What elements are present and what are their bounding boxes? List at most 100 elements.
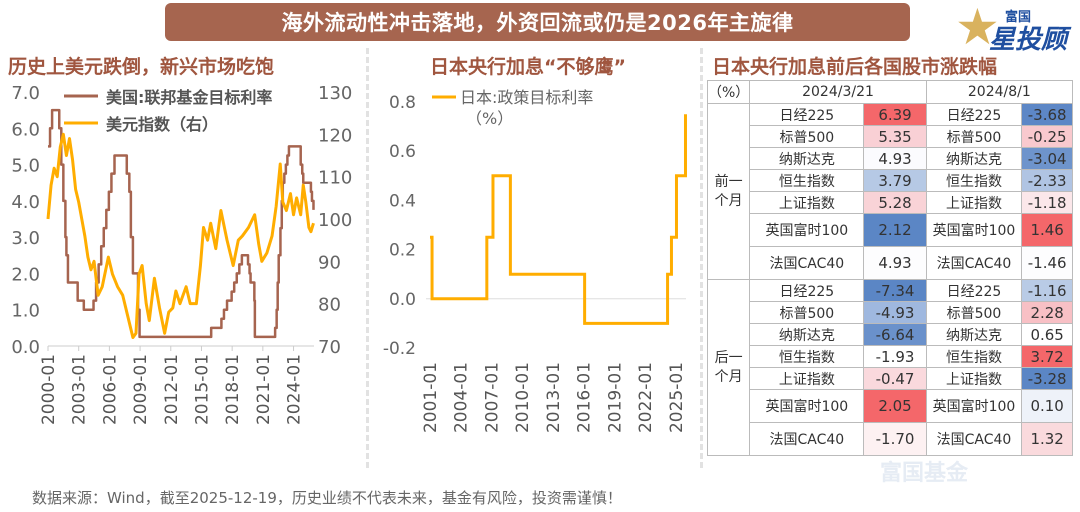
index-name: 日经225 (749, 279, 865, 302)
fed-rate-dxy-chart: 0.0 1.0 2.0 3.0 4.0 5.0 6.0 7.0 70 80 90 100 110 120 1… (11, 83, 352, 425)
y2-tick-label: 110 (318, 168, 352, 189)
index-change: -3.04 (1021, 147, 1073, 170)
index-name: 法国CAC40 (925, 246, 1023, 280)
boj-rate-chart: -0.2 0.0 0.2 0.4 0.6 0.8 2001-01 2004-01 2007-01… (383, 88, 687, 433)
index-name: 英国富时100 (749, 389, 865, 423)
table-row: 纳斯达克 4.93 纳斯达克 -3.04 (708, 147, 1073, 170)
index-name: 日经225 (925, 279, 1023, 302)
index-name: 标普500 (749, 125, 865, 148)
table-row: 英国富时100 2.05 英国富时100 0.10 (708, 389, 1073, 423)
page-title: 海外流动性冲击落地，外资回流或仍是2026年主旋律 (281, 11, 794, 35)
divider (366, 48, 369, 468)
index-change: -1.16 (1021, 279, 1073, 302)
x-tick-label: 2019-01 (605, 362, 625, 433)
index-change: 1.32 (1021, 422, 1073, 456)
table-row: 后一 个月 日经225 -7.34 日经225 -1.16 (706, 279, 1073, 456)
date-header: 2024/3/21 (749, 80, 927, 104)
index-name: 上证指数 (925, 367, 1023, 390)
x-tick-label: 2004-01 (452, 362, 472, 433)
page-title-banner: 海外流动性冲击落地，外资回流或仍是2026年主旋律 (165, 3, 910, 41)
left-chart-heading: 历史上美元跌倒，新兴市场吃饱 (8, 56, 275, 78)
index-change: -1.93 (863, 345, 927, 368)
series-line-0 (48, 108, 315, 339)
table-row: 纳斯达克 -6.64 纳斯达克 0.65 (708, 323, 1073, 346)
x-tick-label: 2018-01 (223, 354, 243, 425)
x-tick-label: 2016-01 (575, 362, 595, 433)
index-name: 恒生指数 (925, 345, 1023, 368)
y-tick-label: 0.4 (389, 191, 416, 211)
legend-unit: （%） (466, 109, 513, 128)
y-tick-label: -0.2 (383, 339, 416, 359)
index-name: 恒生指数 (925, 169, 1023, 192)
x-tick-label: 2000-01 (39, 354, 59, 425)
index-name: 英国富时100 (925, 389, 1023, 423)
date-header: 2024/8/1 (925, 80, 1074, 104)
x-tick-label: 2013-01 (544, 362, 564, 433)
unit-cell: （%） (706, 80, 751, 104)
index-change: 5.35 (863, 125, 927, 148)
index-change: -7.34 (863, 279, 927, 302)
y-tick-label: 1.0 (11, 301, 40, 322)
y-tick-label: 0.0 (389, 290, 416, 310)
table-row: 上证指数 -0.47 上证指数 -3.28 (708, 367, 1073, 390)
y-tick-label: 0.6 (389, 142, 416, 162)
table-row: 恒生指数 -1.93 恒生指数 3.72 (708, 345, 1073, 368)
x-tick-label: 2006-01 (100, 354, 120, 425)
index-name: 日经225 (925, 103, 1023, 126)
y2-tick-label: 120 (318, 125, 352, 146)
index-change: 5.28 (863, 191, 927, 214)
source-footnote: 数据来源：Wind，截至2025-12-19，历史业绩不代表未来，基金有风险，投… (32, 489, 622, 507)
period-label: 后一 个月 (706, 279, 751, 456)
index-change: -3.28 (1021, 367, 1073, 390)
index-name: 标普500 (749, 301, 865, 324)
period-label: 前一 个月 (706, 103, 751, 280)
index-change: 2.28 (1021, 301, 1073, 324)
index-change: 6.39 (863, 103, 927, 126)
index-name: 英国富时100 (749, 213, 865, 247)
logo-line2: 星投顾 (989, 25, 1068, 55)
legend-label: 美元指数（右） (106, 115, 218, 134)
y-tick-label: 4.0 (11, 192, 40, 213)
index-change: -2.33 (1021, 169, 1073, 192)
index-change: 1.46 (1021, 213, 1073, 247)
y2-tick-label: 130 (318, 83, 352, 104)
index-change: -1.70 (863, 422, 927, 456)
x-tick-label: 2007-01 (482, 362, 502, 433)
index-name: 纳斯达克 (925, 147, 1023, 170)
y-tick-label: 0.0 (11, 337, 40, 358)
table-row: 标普500 5.35 标普500 -0.25 (708, 125, 1073, 148)
x-tick-label: 2001-01 (421, 362, 441, 433)
index-name: 标普500 (925, 125, 1023, 148)
y-tick-label: 7.0 (11, 83, 40, 104)
x-tick-label: 2009-01 (131, 354, 151, 425)
index-change: -0.25 (1021, 125, 1073, 148)
table-row: 恒生指数 3.79 恒生指数 -2.33 (708, 169, 1073, 192)
x-tick-label: 2003-01 (70, 354, 90, 425)
y2-tick-label: 80 (318, 295, 341, 316)
table-row: 标普500 -4.93 标普500 2.28 (708, 301, 1073, 324)
index-name: 上证指数 (749, 367, 865, 390)
stock-change-table: （%） 2024/3/21 2024/8/1 前一 个月 日经225 6.39 日经225-… (706, 80, 1074, 456)
table-row: 英国富时100 2.12 英国富时100 1.46 (708, 213, 1073, 247)
brand-logo: ★ 富国 星投顾 (955, 2, 1075, 55)
y2-tick-label: 100 (318, 210, 352, 231)
series-line (430, 114, 687, 325)
y-tick-label: 6.0 (11, 119, 40, 140)
index-change: 3.79 (863, 169, 927, 192)
legend-label: 日本:政策目标利率 (460, 88, 593, 107)
index-change: -4.93 (863, 301, 927, 324)
index-name: 上证指数 (749, 191, 865, 214)
table-row: 法国CAC40 -1.70 法国CAC40 1.32 (708, 422, 1073, 456)
index-name: 上证指数 (925, 191, 1023, 214)
x-tick-label: 2022-01 (636, 362, 656, 433)
index-name: 纳斯达克 (925, 323, 1023, 346)
index-change: 4.93 (863, 246, 927, 280)
legend-label: 美国:联邦基金目标利率 (106, 88, 272, 107)
table-row: 上证指数 5.28 上证指数 -1.18 (708, 191, 1073, 214)
index-change: 0.65 (1021, 323, 1073, 346)
y-tick-label: 0.2 (389, 241, 416, 261)
x-tick-label: 2024-01 (285, 354, 305, 425)
index-change: 2.12 (863, 213, 927, 247)
index-change: 3.72 (1021, 345, 1073, 368)
index-name: 法国CAC40 (925, 422, 1023, 456)
